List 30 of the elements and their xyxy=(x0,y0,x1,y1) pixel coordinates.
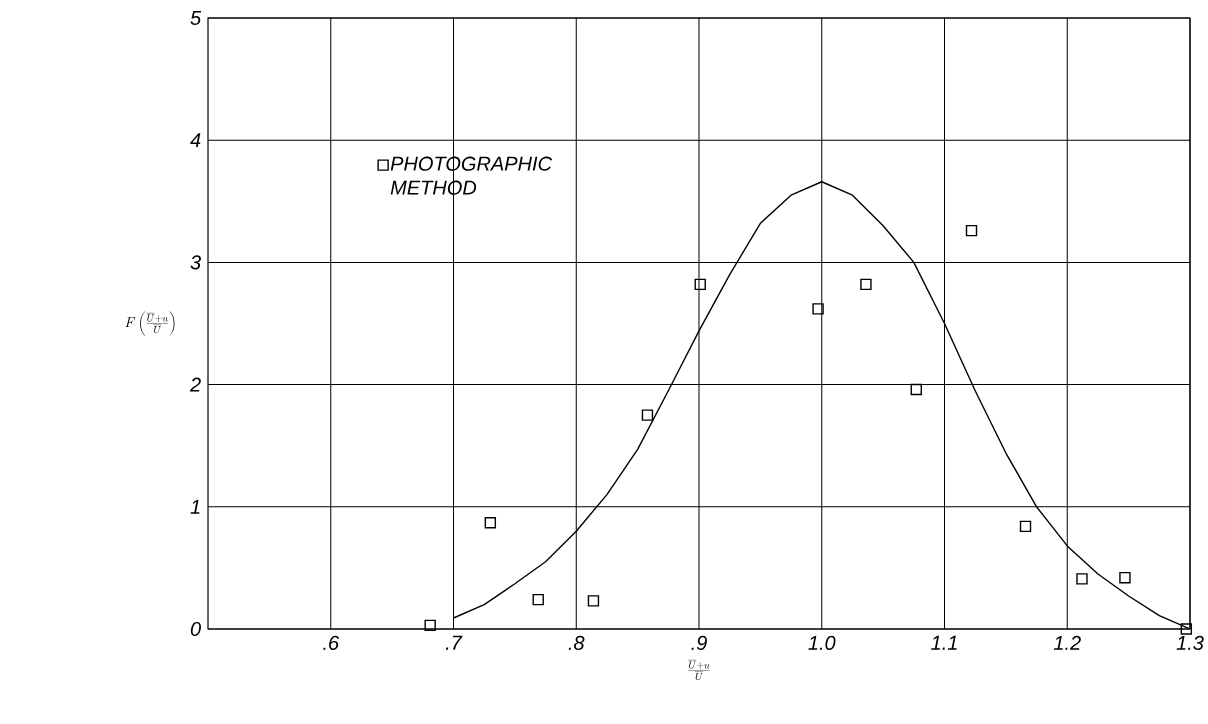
point xyxy=(424,619,436,632)
point xyxy=(1019,520,1032,533)
x-tick-label: .7 xyxy=(445,635,463,650)
point xyxy=(532,593,544,606)
x-tick-label: 1.1 xyxy=(931,635,957,650)
y-axis-title: $F\left(\frac{\overline{U}+u}{\overline{U}}\right)$ xyxy=(125,311,175,336)
x-tick-label: 1.3 xyxy=(1176,635,1204,651)
point xyxy=(694,278,706,291)
y-tick-label: 2 xyxy=(189,377,201,392)
point xyxy=(1180,623,1193,635)
x-tick-label: .6 xyxy=(323,635,340,651)
point xyxy=(484,516,497,529)
point xyxy=(1119,571,1131,584)
y-tick-label: 0 xyxy=(190,621,201,637)
point xyxy=(641,409,654,421)
point xyxy=(910,383,922,396)
point xyxy=(812,303,824,315)
x-tick-label: 1.0 xyxy=(808,635,836,651)
point xyxy=(860,278,872,291)
y-tick-label: 1 xyxy=(190,499,200,514)
point xyxy=(1076,573,1088,585)
x-tick-label: .9 xyxy=(691,635,707,651)
point xyxy=(965,224,978,237)
point xyxy=(587,595,600,607)
x-axis-title: $\frac{\overline{U}+u}{\overline{U}}$ xyxy=(688,660,710,681)
y-tick-label: 5 xyxy=(190,11,202,25)
y-tick-label: 4 xyxy=(190,133,201,148)
x-tick-label: 1.2 xyxy=(1053,635,1081,650)
y-tick-label: 3 xyxy=(190,255,201,270)
x-tick-label: .8 xyxy=(568,635,585,651)
